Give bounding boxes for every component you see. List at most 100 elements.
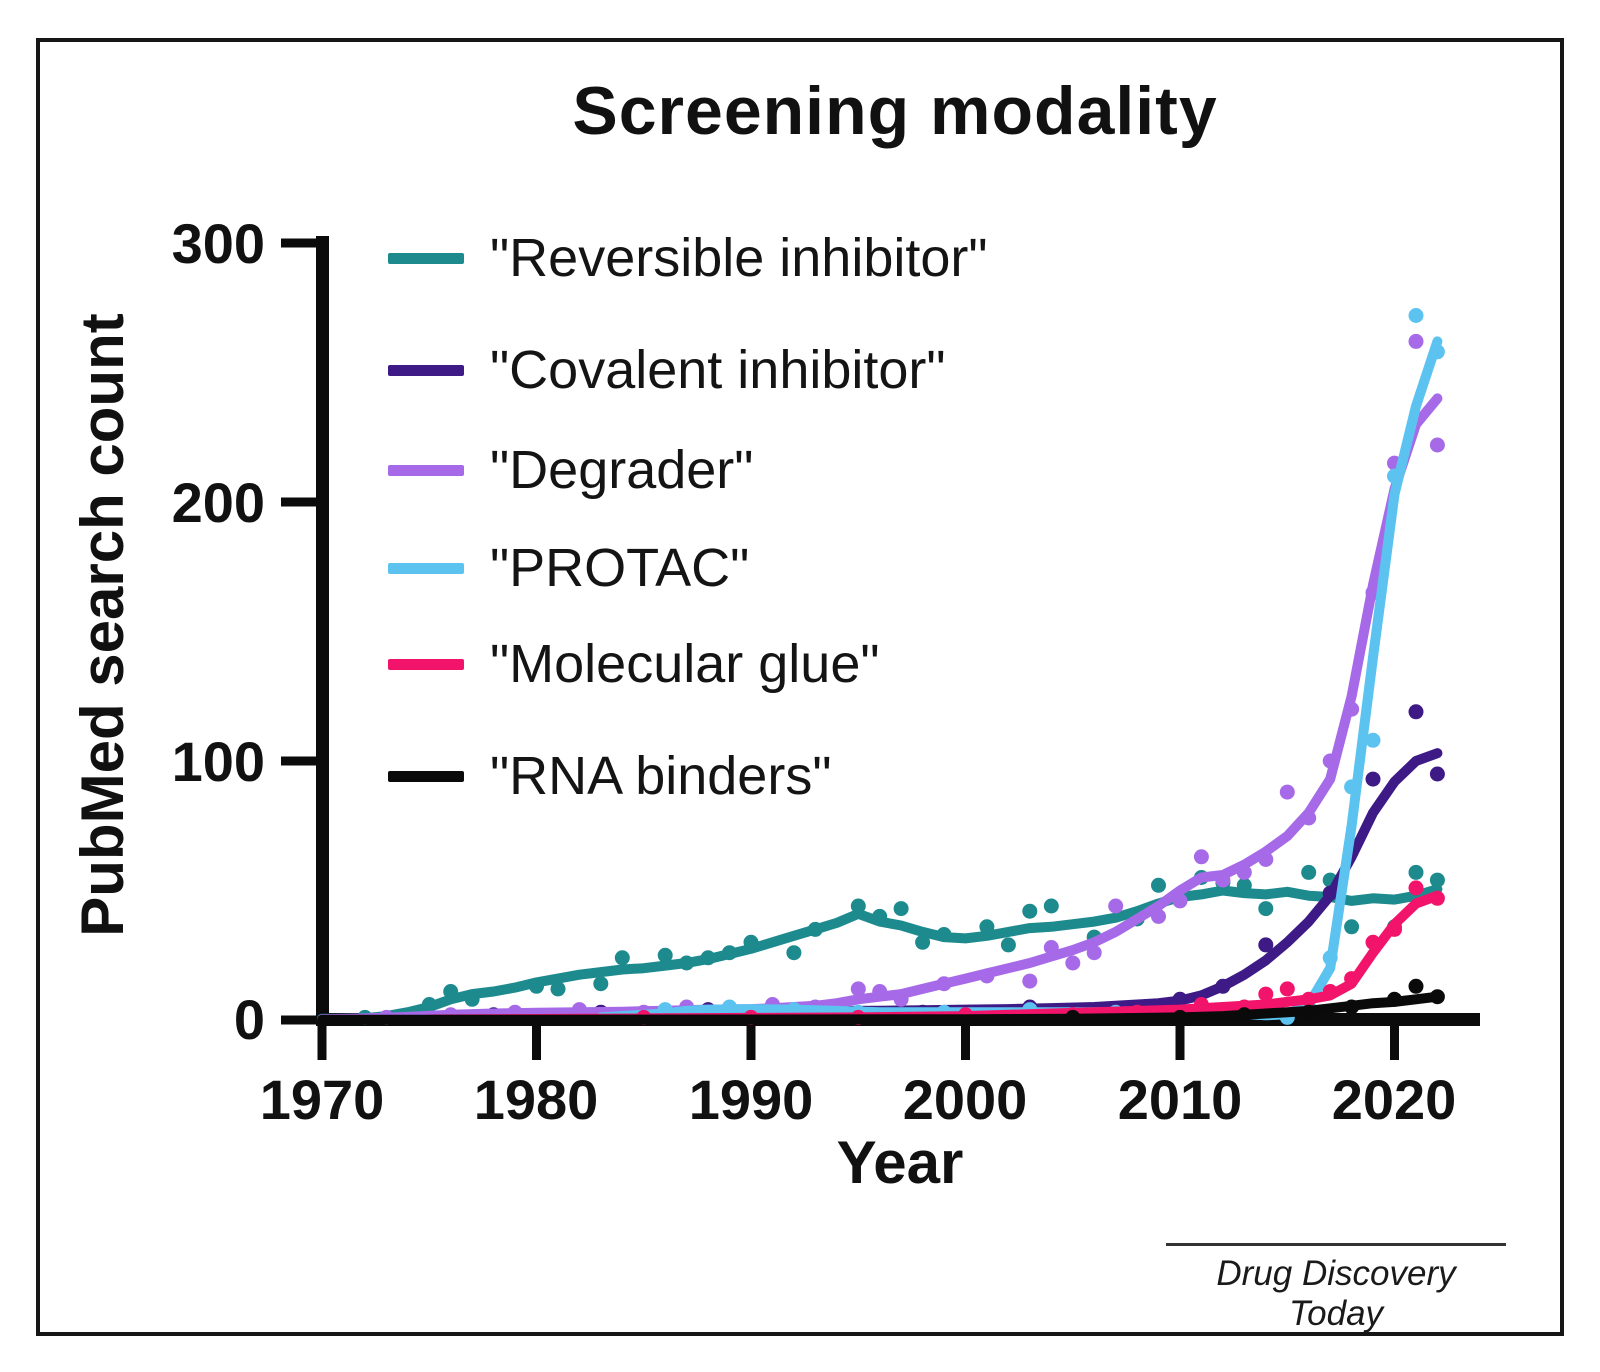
data-point: [1429, 437, 1445, 453]
data-point: [1344, 999, 1360, 1015]
data-point: [1258, 986, 1274, 1002]
data-point: [1022, 903, 1038, 919]
legend-label: "Molecular glue": [490, 634, 880, 694]
data-point: [1172, 991, 1188, 1007]
data-point: [1429, 344, 1445, 360]
degrader-line-swatch: [388, 464, 464, 476]
data-point: [1301, 1004, 1317, 1020]
data-point: [743, 934, 759, 950]
y-tick-100: 100: [171, 730, 265, 793]
data-point: [872, 908, 888, 924]
protac-line-swatch: [388, 562, 464, 574]
data-point: [657, 947, 673, 963]
y-tick-mark: [281, 497, 316, 507]
data-point: [1065, 955, 1081, 971]
y-tick-200: 200: [171, 471, 265, 534]
data-point: [936, 927, 952, 942]
data-point: [1408, 864, 1424, 880]
figure-border: [36, 38, 1564, 1336]
data-point: [1322, 885, 1338, 901]
data-point: [1065, 1009, 1081, 1025]
data-point: [1429, 766, 1445, 782]
data-point: [1215, 978, 1231, 994]
data-point: [679, 955, 695, 971]
x-tick-2020: 2020: [1331, 1068, 1457, 1131]
data-point: [1043, 898, 1059, 914]
legend-label: "PROTAC": [490, 538, 750, 598]
data-point: [614, 950, 630, 966]
x-tick-mark: [1175, 1026, 1185, 1060]
data-point: [722, 999, 737, 1015]
x-axis-label: Year: [836, 1129, 964, 1196]
data-point: [1000, 937, 1016, 953]
legend-item-covalent-inhibitor: "Covalent inhibitor": [388, 335, 946, 405]
data-point: [1408, 333, 1424, 349]
data-point: [1408, 880, 1424, 896]
data-point: [1086, 945, 1102, 961]
x-tick-1970: 1970: [259, 1068, 385, 1131]
legend-label: "Degrader": [490, 440, 754, 500]
data-point: [1151, 908, 1166, 924]
y-axis-label: PubMed search count: [69, 313, 136, 937]
data-point: [1236, 877, 1252, 893]
legend-item-protac: "PROTAC": [388, 533, 749, 603]
data-point: [807, 921, 823, 937]
data-point: [1279, 981, 1295, 997]
data-point: [1215, 872, 1231, 888]
molecular-glue-line-swatch: [388, 658, 464, 670]
x-tick-2000: 2000: [902, 1068, 1028, 1131]
data-point: [1408, 308, 1424, 323]
data-point: [464, 991, 480, 1007]
x-tick-mark: [532, 1026, 541, 1060]
data-point: [1258, 901, 1274, 917]
y-tick-300: 300: [171, 212, 265, 275]
x-tick-2010: 2010: [1117, 1068, 1243, 1131]
data-point: [893, 991, 909, 1007]
data-point: [1172, 893, 1188, 909]
data-point: [979, 919, 995, 935]
legend-item-reversible-inhibitor: "Reversible inhibitor": [388, 223, 988, 293]
data-point: [936, 976, 952, 992]
y-tick-0: 0: [233, 988, 265, 1051]
data-point: [1344, 919, 1360, 935]
data-point: [1108, 898, 1124, 914]
data-point: [1408, 978, 1424, 994]
data-point: [1429, 989, 1445, 1005]
data-point: [1344, 779, 1360, 795]
data-point: [1322, 950, 1338, 966]
legend-item-degrader: "Degrader": [388, 435, 753, 505]
x-tick-1980: 1980: [473, 1068, 599, 1131]
data-point: [1344, 971, 1360, 987]
data-point: [872, 984, 888, 999]
x-tick-mark: [746, 1026, 756, 1060]
data-point: [1429, 890, 1445, 906]
data-point: [1193, 849, 1209, 865]
series-line: [424, 890, 1443, 1025]
data-point: [893, 901, 909, 917]
data-point: [1387, 468, 1402, 484]
data-point: [1408, 704, 1424, 720]
data-point: [1301, 991, 1317, 1007]
data-point: [1172, 1009, 1188, 1025]
data-point: [1365, 771, 1381, 787]
data-point: [421, 997, 437, 1012]
series-line: [317, 991, 1443, 1025]
legend-item-molecular-glue: "Molecular glue": [388, 629, 880, 699]
data-point: [1387, 921, 1402, 937]
data-point: [786, 945, 802, 961]
data-point: [1301, 810, 1317, 826]
data-point: [722, 945, 737, 961]
data-point: [1344, 701, 1360, 717]
data-point: [979, 968, 995, 984]
data-point: [593, 976, 609, 992]
data-point: [529, 978, 544, 994]
data-point: [850, 898, 866, 914]
data-point: [571, 1002, 587, 1018]
legend-label: "RNA binders": [490, 746, 832, 806]
legend-label: "Reversible inhibitor": [490, 228, 988, 288]
x-tick-mark: [961, 1026, 970, 1060]
y-axis-line: [316, 236, 329, 1026]
data-point: [1236, 864, 1252, 880]
